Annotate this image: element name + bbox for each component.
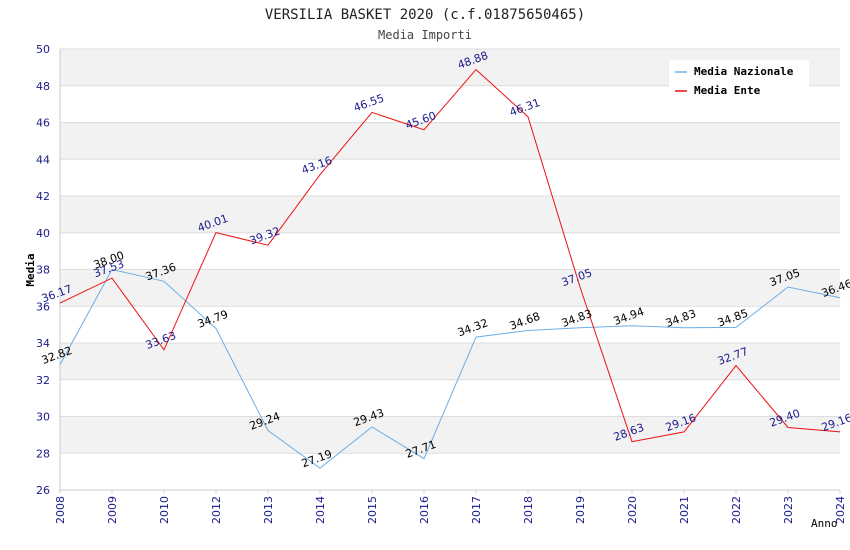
x-axis-label: Anno xyxy=(811,517,838,530)
x-tick-label-2020: 2020 xyxy=(626,496,639,524)
data-label-nazionale-2021: 34.83 xyxy=(664,307,698,330)
band-44 xyxy=(60,122,840,160)
y-tick-label-28: 28 xyxy=(36,447,50,460)
y-tick-label-44: 44 xyxy=(36,153,50,166)
data-label-ente-2018: 46.31 xyxy=(508,96,542,119)
series-line-media-ente xyxy=(59,68,841,443)
axes xyxy=(59,49,840,491)
x-tick-label-2009: 2009 xyxy=(106,496,119,524)
series-lines xyxy=(59,68,841,469)
y-tick-label-36: 36 xyxy=(36,300,50,313)
y-tick-label-42: 42 xyxy=(36,190,50,203)
data-label-nazionale-2019: 34.83 xyxy=(560,307,594,330)
y-tick-label-34: 34 xyxy=(36,337,50,350)
x-tick-label-2019: 2019 xyxy=(574,496,587,524)
chart-title: VERSILIA BASKET 2020 (c.f.01875650465) xyxy=(265,7,585,23)
band-32 xyxy=(60,343,840,380)
y-tick-label-40: 40 xyxy=(36,227,50,240)
data-label-nazionale-2022: 34.85 xyxy=(716,307,750,330)
plot-bands xyxy=(60,49,840,454)
y-tick-label-46: 46 xyxy=(36,117,50,130)
data-label-nazionale-2018: 34.68 xyxy=(508,310,542,333)
grid-lines xyxy=(60,48,840,491)
x-tick-label-2022: 2022 xyxy=(730,496,743,524)
y-tick-label-50: 50 xyxy=(36,43,50,56)
x-tick-label-2012: 2012 xyxy=(210,496,223,524)
band-28 xyxy=(60,416,840,454)
y-tick-label-48: 48 xyxy=(36,80,50,93)
x-tick-label-2014: 2014 xyxy=(314,496,327,524)
y-tick-label-26: 26 xyxy=(36,484,50,497)
data-label-nazionale-2020: 34.94 xyxy=(612,305,646,328)
x-tick-label-2021: 2021 xyxy=(678,496,691,524)
x-tick-label-2016: 2016 xyxy=(418,496,431,524)
x-tick-label-2010: 2010 xyxy=(158,496,171,524)
chart-subtitle: Media Importi xyxy=(378,28,472,42)
data-label-ente-2015: 46.55 xyxy=(352,92,386,115)
y-tick-label-32: 32 xyxy=(36,374,50,387)
data-labels: 32.8238.0037.3634.7929.2427.1929.4327.71… xyxy=(40,49,850,471)
x-tick-label-2015: 2015 xyxy=(366,496,379,524)
data-label-nazionale-2012: 34.79 xyxy=(196,308,230,331)
legend: Media Nazionale Media Ente xyxy=(669,60,809,100)
x-tick-label-2024: 2024 xyxy=(834,496,847,524)
y-tick-labels: 26 28 30 32 34 36 38 40 42 44 46 48 50 xyxy=(36,43,50,497)
y-tick-label-30: 30 xyxy=(36,411,50,424)
x-tick-label-2023: 2023 xyxy=(782,496,795,524)
legend-label-media-nazionale: Media Nazionale xyxy=(694,65,794,78)
legend-label-media-ente: Media Ente xyxy=(694,84,761,97)
x-tick-label-2008: 2008 xyxy=(54,496,67,524)
x-tick-labels: 2008 2009 2010 2012 2013 2014 2015 2016 2017 2018… xyxy=(54,490,847,524)
x-tick-label-2018: 2018 xyxy=(522,496,535,524)
x-tick-label-2013: 2013 xyxy=(262,496,275,524)
y-axis-label: Media xyxy=(24,253,37,286)
band-40 xyxy=(60,196,840,233)
band-36 xyxy=(60,269,840,307)
series-line-media-nazionale xyxy=(59,268,841,469)
legend-box xyxy=(669,60,809,100)
y-tick-label-38: 38 xyxy=(36,264,50,277)
x-tick-label-2017: 2017 xyxy=(470,496,483,524)
